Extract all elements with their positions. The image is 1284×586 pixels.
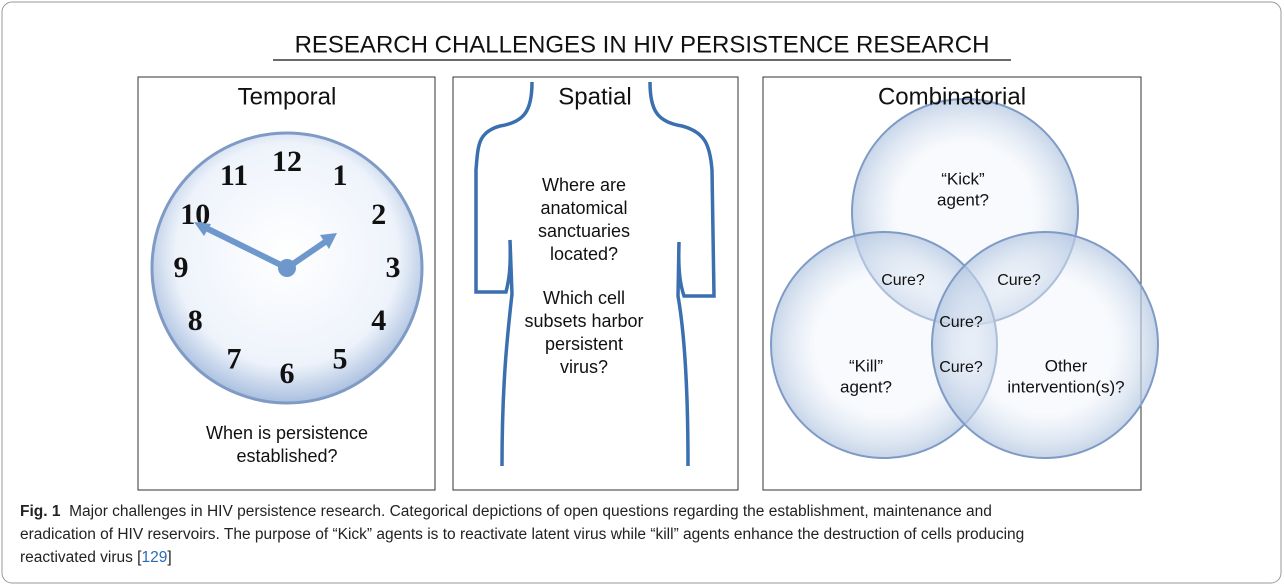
panel-title: Spatial (558, 83, 631, 110)
clock-number: 5 (333, 343, 348, 376)
panel-text: Where are (542, 175, 626, 195)
panel-text: When is persistence (206, 423, 368, 443)
figure-title: RESEARCH CHALLENGES IN HIV PERSISTENCE R… (295, 31, 990, 58)
panel-text: Which cell (543, 288, 625, 308)
caption-label: Fig. 1 (20, 503, 60, 520)
clock-number: 9 (174, 251, 189, 284)
panel-title: Combinatorial (878, 83, 1026, 110)
clock-number: 11 (220, 159, 248, 192)
panel-text: intervention(s)? (1007, 377, 1124, 396)
clock-center (278, 259, 296, 277)
clock-number: 3 (386, 251, 401, 284)
caption-line: reactivated virus [129] (20, 546, 1270, 569)
panel-title: Temporal (238, 83, 337, 110)
venn-circle (932, 232, 1158, 458)
figure: RESEARCH CHALLENGES IN HIV PERSISTENCE R… (0, 0, 1284, 586)
caption-line: Fig. 1 Major challenges in HIV persisten… (20, 500, 1270, 523)
panel-text: agent? (840, 377, 892, 396)
venn-label: Cure? (997, 272, 1041, 289)
panel-text: “Kill” (849, 356, 883, 375)
caption: Fig. 1 Major challenges in HIV persisten… (20, 500, 1270, 569)
panel-text: Other (1045, 356, 1088, 375)
clock-number: 2 (371, 198, 386, 231)
page: RESEARCH CHALLENGES IN HIV PERSISTENCE R… (0, 0, 1284, 586)
ref-bracket: ] (167, 549, 171, 566)
clock-number: 12 (272, 145, 302, 178)
reference[interactable]: 129 (141, 549, 167, 566)
panel-box (453, 77, 738, 490)
panel-text: persistent (545, 334, 623, 354)
venn-label: Cure? (939, 314, 983, 331)
panel-text: subsets harbor (524, 311, 643, 331)
caption-text: reactivated virus (20, 549, 133, 566)
panel-text: virus? (560, 357, 608, 377)
venn-label: Cure? (939, 359, 983, 376)
body-outline (476, 82, 714, 466)
clock-number: 8 (188, 304, 203, 337)
clock-number: 6 (280, 357, 295, 390)
clock-number: 1 (333, 159, 348, 192)
panel-text: “Kick” (941, 169, 985, 188)
clock-number: 4 (371, 304, 386, 337)
panel-text: sanctuaries (538, 221, 630, 241)
panel-text: anatomical (540, 198, 627, 218)
venn-label: Cure? (881, 272, 925, 289)
panel-text: established? (236, 446, 337, 466)
caption-text: Major challenges in HIV persistence rese… (69, 503, 992, 520)
panel-text: located? (550, 244, 618, 264)
clock-number: 7 (227, 343, 242, 376)
caption-line: eradication of HIV reservoirs. The purpo… (20, 523, 1270, 546)
panel-text: agent? (937, 190, 989, 209)
